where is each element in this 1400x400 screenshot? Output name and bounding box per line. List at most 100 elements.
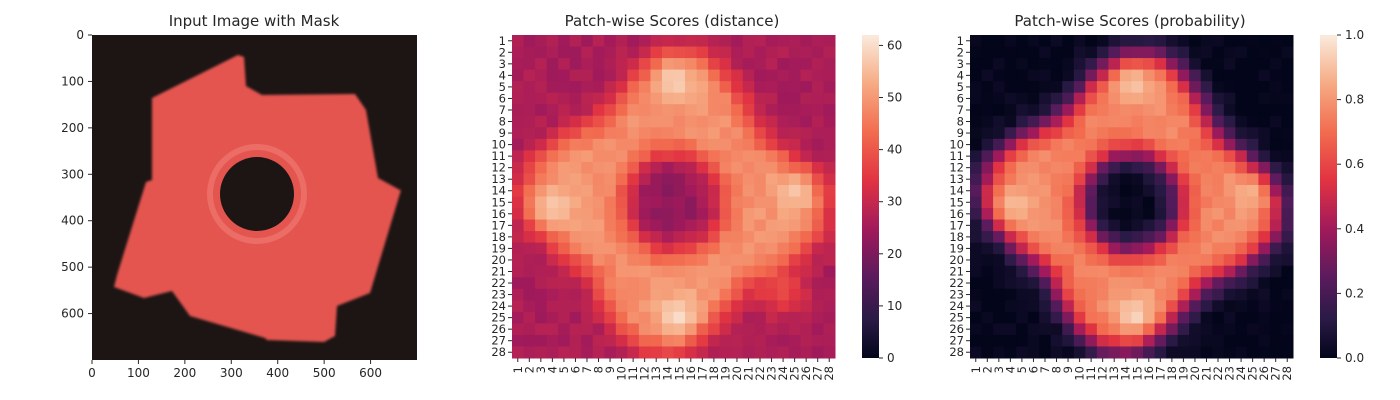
y-tick-label: 1 [499, 34, 506, 48]
heatmap-cell [650, 346, 663, 359]
heatmap-cell [1212, 92, 1225, 105]
heatmap-cell [777, 104, 790, 117]
heatmap-cell [731, 35, 744, 48]
heatmap-cell [558, 300, 571, 313]
heatmap-cell [708, 104, 721, 117]
heatmap-cell [558, 150, 571, 163]
heatmap-cell [1177, 208, 1190, 221]
heatmap-cell [523, 173, 536, 186]
heatmap-cell [1200, 254, 1213, 267]
y-tick-label: 8 [957, 115, 964, 129]
heatmap-cell [1177, 58, 1190, 71]
heatmap-cell [661, 346, 674, 359]
heatmap-cell [993, 115, 1006, 128]
heatmap-cell [765, 138, 778, 151]
heatmap-cell [800, 346, 813, 359]
heatmap-cell [546, 161, 559, 174]
heatmap-cell [1166, 323, 1179, 336]
heatmap-cell [1004, 277, 1017, 290]
heatmap-cell [1073, 323, 1086, 336]
heatmap-cell [512, 231, 525, 244]
heatmap-cell [1200, 58, 1213, 71]
heatmap-cell [696, 208, 709, 221]
heatmap-cell [592, 46, 605, 59]
heatmap-cell [650, 265, 663, 278]
y-tick-label: 16 [491, 207, 506, 221]
heatmap-cell [1004, 242, 1017, 255]
heatmap-cell [754, 323, 767, 336]
heatmap-cell [1143, 219, 1156, 232]
heatmap-cell [1050, 115, 1063, 128]
heatmap-cell [1108, 311, 1121, 324]
heatmap-cell [581, 277, 594, 290]
heatmap-cell [742, 323, 755, 336]
heatmap-cell [742, 254, 755, 267]
heatmap-cell [1143, 46, 1156, 59]
heatmap-cell [638, 265, 651, 278]
heatmap-cell [581, 265, 594, 278]
heatmap-cell [1200, 242, 1213, 255]
heatmap-cell [1258, 184, 1271, 197]
heatmap-cell [823, 127, 836, 140]
heatmap-cell [1096, 265, 1109, 278]
heatmap-cell [1039, 254, 1052, 267]
y-tick-label: 28 [491, 345, 506, 359]
heatmap-cell [742, 127, 755, 140]
heatmap-cell [1200, 173, 1213, 186]
heatmap-cell [1131, 127, 1144, 140]
heatmap-cell [800, 242, 813, 255]
heatmap-cell [1223, 127, 1236, 140]
heatmap-cell [1235, 35, 1248, 48]
colorbar-tick-label: 0.4 [1345, 222, 1364, 236]
heatmap-cell [661, 311, 674, 324]
heatmap-cell [1073, 69, 1086, 82]
heatmap-cell [1096, 115, 1109, 128]
heatmap-cell [1223, 254, 1236, 267]
heatmap-cell [1246, 219, 1259, 232]
heatmap-cell [1235, 173, 1248, 186]
heatmap-cell [696, 127, 709, 140]
heatmap-cell [546, 127, 559, 140]
heatmap-cell [523, 115, 536, 128]
heatmap-cell [638, 115, 651, 128]
heatmap-cell [1073, 150, 1086, 163]
x-tick-label: 11 [626, 366, 640, 381]
heatmap-cell [558, 81, 571, 94]
heatmap-cell [742, 300, 755, 313]
heatmap-cell [823, 184, 836, 197]
heatmap-cell [788, 58, 801, 71]
heatmap-cell [811, 104, 824, 117]
heatmap-cell [1154, 208, 1167, 221]
heatmap-cell [581, 334, 594, 347]
heatmap-cell [1027, 184, 1040, 197]
x-tick-label: 17 [695, 366, 709, 381]
heatmap-cell [1269, 161, 1282, 174]
colorbar-probability-ticks: 0.00.20.40.60.81.0 [1337, 28, 1364, 365]
heatmap-cell [546, 173, 559, 186]
heatmap-cell [1281, 346, 1294, 359]
heatmap-cell [1166, 346, 1179, 359]
heatmap-cell [1281, 173, 1294, 186]
heatmap-cell [1096, 150, 1109, 163]
heatmap-cell [1177, 219, 1190, 232]
heatmap-cell [1027, 81, 1040, 94]
x-tick-label: 22 [1211, 366, 1225, 381]
heatmap-cell [615, 231, 628, 244]
heatmap-cell [696, 311, 709, 324]
y-tick-label: 24 [491, 299, 506, 313]
y-tick-label: 19 [949, 241, 964, 255]
heatmap-cell [650, 300, 663, 313]
heatmap-cell [1039, 138, 1052, 151]
heatmap-cell [1235, 288, 1248, 301]
heatmap-cell [1200, 231, 1213, 244]
heatmap-cell [970, 35, 983, 48]
heatmap-cell [604, 58, 617, 71]
heatmap-cell [1085, 242, 1098, 255]
heatmap-cell [523, 161, 536, 174]
heatmap-cell [1131, 265, 1144, 278]
heatmap-cell [661, 81, 674, 94]
heatmap-cell [1246, 254, 1259, 267]
heatmap-cell [1073, 81, 1086, 94]
y-tick-label: 14 [491, 184, 506, 198]
heatmap-cell [1108, 35, 1121, 48]
